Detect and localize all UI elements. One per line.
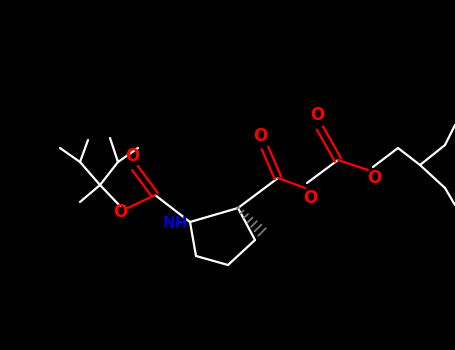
Text: O: O bbox=[113, 203, 127, 221]
Text: O: O bbox=[367, 169, 381, 187]
Text: O: O bbox=[310, 106, 324, 124]
Text: NH: NH bbox=[162, 217, 188, 231]
Text: O: O bbox=[303, 189, 317, 207]
Text: O: O bbox=[253, 127, 267, 145]
Text: O: O bbox=[125, 147, 139, 165]
